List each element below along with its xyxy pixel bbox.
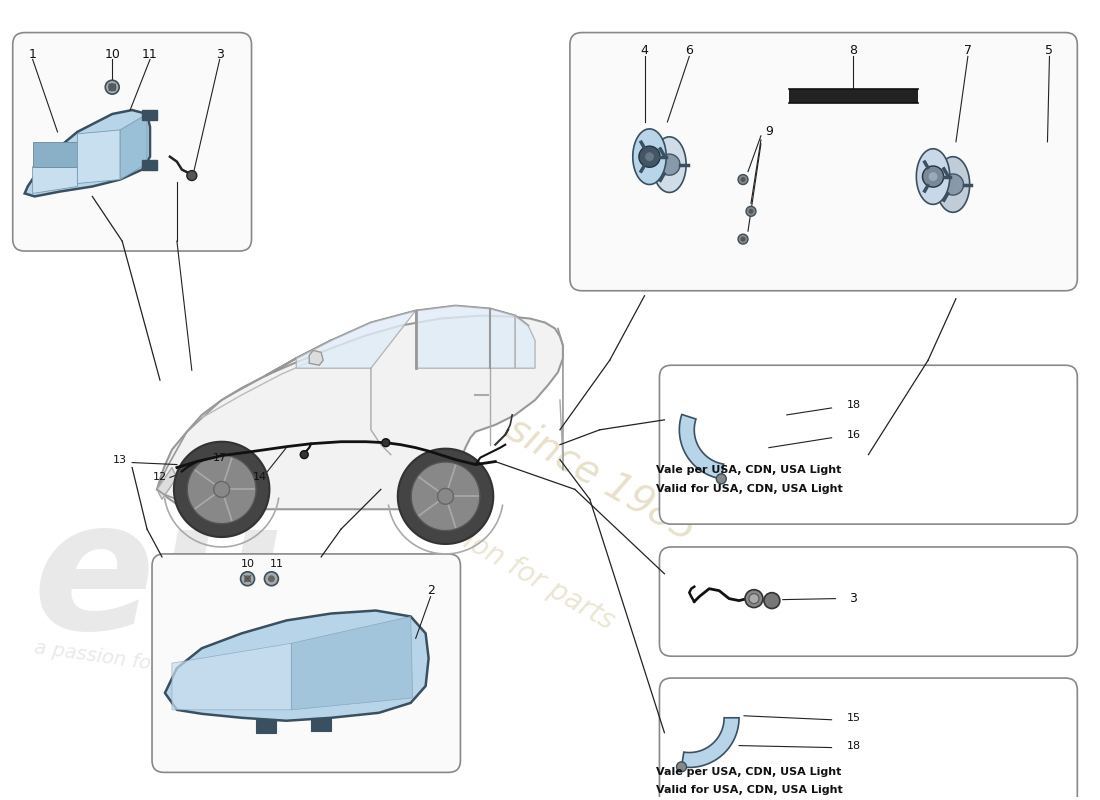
Circle shape bbox=[738, 234, 748, 244]
Polygon shape bbox=[157, 467, 177, 499]
Circle shape bbox=[659, 154, 680, 175]
Text: eu: eu bbox=[33, 490, 284, 666]
Polygon shape bbox=[411, 462, 480, 530]
Text: 18: 18 bbox=[846, 741, 860, 750]
Circle shape bbox=[763, 593, 780, 609]
Circle shape bbox=[109, 84, 116, 90]
Polygon shape bbox=[142, 110, 157, 120]
Circle shape bbox=[639, 146, 660, 167]
Polygon shape bbox=[213, 482, 230, 498]
Circle shape bbox=[645, 152, 654, 162]
Polygon shape bbox=[416, 306, 515, 368]
Text: 13: 13 bbox=[113, 454, 128, 465]
Circle shape bbox=[923, 166, 944, 187]
Polygon shape bbox=[24, 110, 150, 197]
Text: 6: 6 bbox=[685, 44, 693, 57]
Text: a passion for parts: a passion for parts bbox=[381, 482, 619, 636]
Polygon shape bbox=[309, 350, 323, 366]
Polygon shape bbox=[438, 488, 453, 504]
Text: 17: 17 bbox=[212, 453, 227, 462]
Circle shape bbox=[740, 177, 746, 182]
Text: 2: 2 bbox=[427, 584, 434, 597]
Text: 15: 15 bbox=[847, 713, 860, 722]
Polygon shape bbox=[174, 442, 270, 537]
Polygon shape bbox=[142, 160, 157, 170]
Circle shape bbox=[187, 170, 197, 181]
Text: Vale per USA, CDN, USA Light: Vale per USA, CDN, USA Light bbox=[657, 767, 842, 778]
Polygon shape bbox=[916, 149, 949, 204]
Circle shape bbox=[300, 450, 308, 458]
Polygon shape bbox=[311, 718, 331, 730]
Polygon shape bbox=[398, 449, 493, 544]
Text: 18: 18 bbox=[846, 400, 860, 410]
FancyBboxPatch shape bbox=[659, 366, 1077, 524]
Circle shape bbox=[264, 572, 278, 586]
Polygon shape bbox=[157, 315, 563, 510]
Polygon shape bbox=[187, 455, 256, 524]
Polygon shape bbox=[33, 166, 77, 194]
Polygon shape bbox=[77, 130, 120, 183]
Polygon shape bbox=[515, 315, 535, 368]
Circle shape bbox=[268, 575, 275, 582]
Polygon shape bbox=[256, 720, 276, 733]
Text: Vale per USA, CDN, USA Light: Vale per USA, CDN, USA Light bbox=[657, 465, 842, 474]
Text: 12: 12 bbox=[153, 473, 167, 482]
Circle shape bbox=[928, 171, 938, 182]
Text: 10: 10 bbox=[241, 559, 254, 569]
Circle shape bbox=[745, 590, 763, 607]
Circle shape bbox=[738, 174, 748, 185]
FancyBboxPatch shape bbox=[659, 547, 1077, 656]
Polygon shape bbox=[120, 114, 147, 179]
Text: 10: 10 bbox=[104, 48, 120, 61]
Text: Valid for USA, CDN, USA Light: Valid for USA, CDN, USA Light bbox=[656, 786, 843, 795]
Circle shape bbox=[740, 237, 746, 242]
Text: 4: 4 bbox=[640, 44, 649, 57]
Circle shape bbox=[748, 209, 754, 214]
Text: 3: 3 bbox=[216, 48, 223, 61]
Polygon shape bbox=[680, 414, 724, 479]
Circle shape bbox=[676, 762, 686, 772]
Circle shape bbox=[749, 594, 759, 603]
Polygon shape bbox=[632, 129, 667, 185]
Text: 3: 3 bbox=[849, 592, 857, 605]
Text: 11: 11 bbox=[142, 48, 158, 61]
Text: 8: 8 bbox=[849, 44, 858, 57]
Circle shape bbox=[382, 438, 389, 446]
Polygon shape bbox=[652, 137, 686, 193]
Polygon shape bbox=[936, 157, 970, 212]
Polygon shape bbox=[33, 142, 77, 166]
FancyBboxPatch shape bbox=[13, 33, 252, 251]
Text: Valid for USA, CDN, USA Light: Valid for USA, CDN, USA Light bbox=[656, 484, 843, 494]
Text: 1: 1 bbox=[29, 48, 36, 61]
Polygon shape bbox=[292, 617, 412, 710]
FancyBboxPatch shape bbox=[659, 678, 1077, 800]
Text: since 1985: since 1985 bbox=[500, 410, 703, 549]
Circle shape bbox=[716, 474, 726, 484]
Text: 16: 16 bbox=[847, 430, 860, 440]
Polygon shape bbox=[165, 610, 429, 721]
Text: 14: 14 bbox=[252, 473, 266, 482]
FancyBboxPatch shape bbox=[570, 33, 1077, 290]
Text: 9: 9 bbox=[764, 126, 773, 138]
Polygon shape bbox=[172, 643, 292, 710]
Text: a passion for parts since 1985: a passion for parts since 1985 bbox=[33, 638, 327, 698]
Circle shape bbox=[746, 206, 756, 216]
Text: 11: 11 bbox=[270, 559, 284, 569]
Circle shape bbox=[943, 174, 964, 195]
Circle shape bbox=[106, 80, 119, 94]
Polygon shape bbox=[682, 718, 739, 767]
Circle shape bbox=[241, 572, 254, 586]
Text: 7: 7 bbox=[964, 44, 972, 57]
Polygon shape bbox=[296, 310, 416, 368]
FancyBboxPatch shape bbox=[152, 554, 461, 772]
Text: 5: 5 bbox=[1045, 44, 1054, 57]
Circle shape bbox=[244, 575, 251, 582]
